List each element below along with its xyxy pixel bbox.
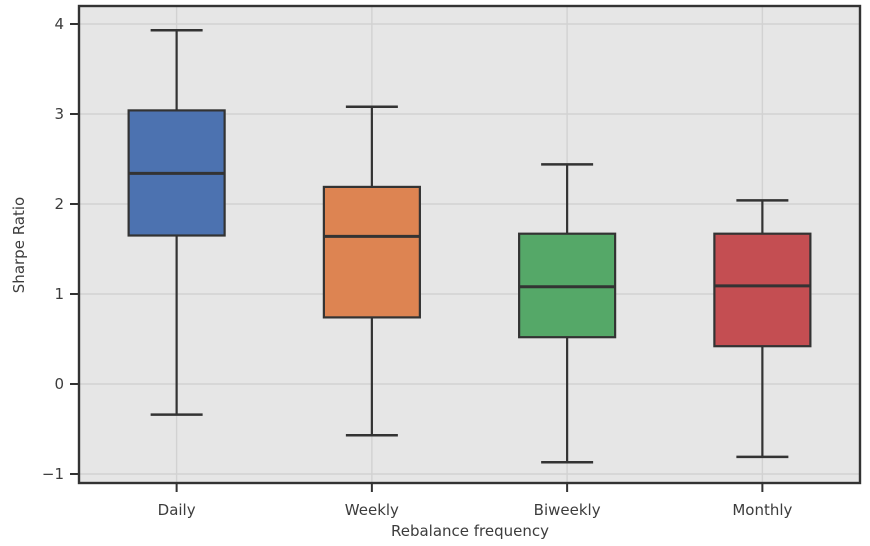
x-axis-label: Rebalance frequency [390, 522, 550, 540]
y-axis-label: Sharpe Ratio [10, 196, 28, 294]
axes-frame [77, 4, 862, 485]
y-tick-label--1: −1 [42, 465, 64, 483]
y-tick-label-1: 1 [54, 285, 64, 303]
x-tick-label-weekly: Weekly [345, 501, 399, 519]
x-tick-label-biweekly: Biweekly [534, 501, 601, 519]
x-tick-label-daily: Daily [158, 501, 196, 519]
y-tick-label-2: 2 [54, 195, 64, 213]
y-tick-label-3: 3 [54, 105, 64, 123]
x-tick-label-monthly: Monthly [732, 501, 792, 519]
y-tick-label-4: 4 [54, 15, 64, 33]
box-weekly [322, 185, 421, 319]
box-monthly [713, 232, 812, 348]
y-tick-label-0: 0 [54, 375, 64, 393]
